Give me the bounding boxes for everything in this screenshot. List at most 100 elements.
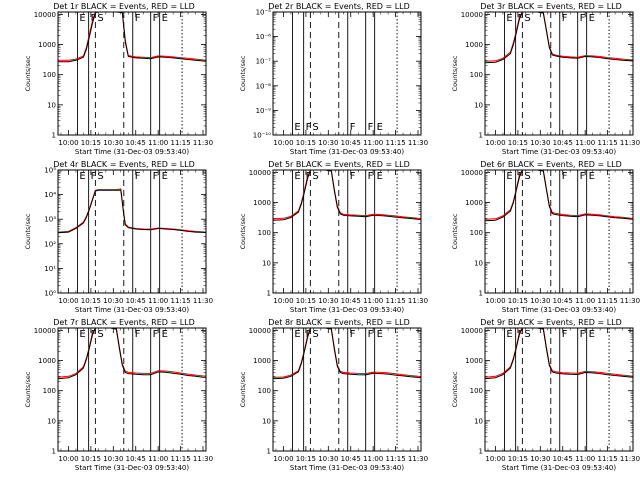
y-axis-label: Counts/sec bbox=[451, 213, 459, 249]
marker-label: F bbox=[562, 171, 568, 182]
x-tick-label: 11:15 bbox=[385, 455, 405, 463]
x-axis-label: Start Time (31-Dec-03 09:53:40) bbox=[502, 306, 616, 314]
y-axis-label: Counts/sec bbox=[451, 371, 459, 407]
series-line-events bbox=[58, 328, 206, 380]
y-tick-label: 10000 bbox=[461, 169, 483, 177]
y-tick-label: 1000 bbox=[38, 41, 56, 49]
y-tick-label: 1 bbox=[267, 448, 271, 456]
y-tick-label: 10 bbox=[474, 417, 483, 425]
y-tick-label: 10⁻⁵ bbox=[256, 9, 272, 17]
x-tick-label: 10:00 bbox=[485, 455, 505, 463]
x-tick-label: 10:00 bbox=[273, 297, 293, 305]
x-tick-label: 10:15 bbox=[81, 297, 101, 305]
panel-title: Det 3r BLACK = Events, RED = LLD bbox=[480, 2, 622, 11]
y-tick-label: 10⁰ bbox=[44, 290, 56, 298]
panel-title: Det 1r BLACK = Events, RED = LLD bbox=[53, 2, 195, 11]
x-tick-label: 10:00 bbox=[58, 139, 78, 147]
y-tick-label: 10⁵ bbox=[44, 167, 56, 175]
y-tick-label: 10 bbox=[262, 259, 271, 267]
x-tick-label: 11:15 bbox=[385, 297, 405, 305]
plot-frame bbox=[272, 169, 422, 294]
x-tick-label: 11:00 bbox=[148, 139, 168, 147]
x-axis-label: Start Time (31-Dec-03 09:53:40) bbox=[75, 464, 189, 472]
x-tick-label: 10:00 bbox=[485, 139, 505, 147]
panel-det-1: Det 1r BLACK = Events, RED = LLD 1 10 100 10… bbox=[24, 2, 213, 156]
marker-label: E bbox=[589, 171, 595, 182]
marker-label: S bbox=[312, 329, 318, 340]
plot-frame bbox=[272, 327, 422, 452]
y-tick-label: 1 bbox=[479, 448, 483, 456]
marker-label: F bbox=[153, 329, 159, 340]
x-tick-label: 11:15 bbox=[597, 297, 617, 305]
y-axis-label: Counts/sec bbox=[239, 55, 247, 91]
x-tick-label: 11:00 bbox=[363, 139, 383, 147]
marker-label: F bbox=[135, 13, 141, 24]
marker-label: F bbox=[518, 13, 524, 24]
y-axis-label: Counts/sec bbox=[451, 55, 459, 91]
y-tick-label: 10000 bbox=[34, 11, 56, 19]
panel-det-5: Det 5r BLACK = Events, RED = LLD 1 10 100 10… bbox=[239, 160, 428, 314]
marker-label: E bbox=[506, 171, 512, 182]
x-tick-label: 10:00 bbox=[273, 139, 293, 147]
marker-label: E bbox=[79, 171, 85, 182]
panel-det-2: Det 2r BLACK = Events, RED = LLD 10⁻¹⁰ 10⁻… bbox=[239, 2, 428, 156]
y-tick-label: 10 bbox=[262, 417, 271, 425]
x-tick-label: 11:30 bbox=[193, 139, 213, 147]
marker-label: E bbox=[377, 171, 383, 182]
series-line-events bbox=[485, 170, 633, 222]
x-tick-label: 10:00 bbox=[58, 455, 78, 463]
x-tick-label: 11:15 bbox=[170, 297, 190, 305]
plot-frame bbox=[57, 11, 207, 136]
x-tick-label: 10:30 bbox=[318, 297, 338, 305]
x-axis-label: Start Time (31-Dec-03 09:53:40) bbox=[290, 306, 404, 314]
marker-label: F bbox=[580, 171, 586, 182]
panel-title: Det 6r BLACK = Events, RED = LLD bbox=[480, 160, 622, 169]
x-tick-label: 11:00 bbox=[148, 455, 168, 463]
marker-label: F bbox=[368, 171, 374, 182]
x-axis-label: Start Time (31-Dec-03 09:53:40) bbox=[75, 306, 189, 314]
y-tick-label: 1000 bbox=[465, 199, 483, 207]
marker-label: E bbox=[506, 13, 512, 24]
x-tick-label: 10:15 bbox=[508, 455, 528, 463]
x-tick-label: 10:45 bbox=[126, 297, 146, 305]
x-tick-label: 10:00 bbox=[58, 297, 78, 305]
x-axis-label: Start Time (31-Dec-03 09:53:40) bbox=[502, 148, 616, 156]
x-tick-label: 10:30 bbox=[103, 455, 123, 463]
plot-frame bbox=[272, 11, 422, 136]
y-tick-label: 100 bbox=[43, 387, 56, 395]
y-axis-label: Counts/sec bbox=[24, 371, 32, 407]
y-tick-label: 10000 bbox=[249, 169, 271, 177]
marker-label: F bbox=[153, 13, 159, 24]
y-tick-label: 10000 bbox=[461, 327, 483, 335]
marker-label: F bbox=[368, 329, 374, 340]
marker-label: E bbox=[79, 13, 85, 24]
panel-title: Det 9r BLACK = Events, RED = LLD bbox=[480, 318, 622, 327]
x-tick-label: 10:45 bbox=[341, 297, 361, 305]
x-tick-label: 10:30 bbox=[530, 139, 550, 147]
plot-frame bbox=[484, 169, 634, 294]
x-tick-label: 10:45 bbox=[553, 139, 573, 147]
y-tick-label: 100 bbox=[470, 387, 483, 395]
marker-label: F bbox=[562, 13, 568, 24]
series-line-events bbox=[273, 328, 421, 380]
x-tick-label: 11:30 bbox=[408, 455, 428, 463]
marker-label: F bbox=[518, 329, 524, 340]
panel-title: Det 4r BLACK = Events, RED = LLD bbox=[53, 160, 195, 169]
y-tick-label: 100 bbox=[43, 71, 56, 79]
x-axis-label: Start Time (31-Dec-03 09:53:40) bbox=[75, 148, 189, 156]
x-tick-label: 10:00 bbox=[485, 297, 505, 305]
series-line-events bbox=[58, 189, 206, 234]
plot-frame bbox=[484, 11, 634, 136]
marker-label: F bbox=[350, 171, 356, 182]
x-tick-label: 10:30 bbox=[318, 455, 338, 463]
panel-det-9: Det 9r BLACK = Events, RED = LLD 1 10 100 10… bbox=[451, 318, 640, 472]
y-tick-label: 10⁻¹⁰ bbox=[253, 132, 271, 140]
y-tick-label: 100 bbox=[258, 229, 271, 237]
y-tick-label: 1 bbox=[52, 132, 56, 140]
y-tick-label: 10³ bbox=[44, 216, 56, 224]
series-line-events bbox=[58, 12, 206, 63]
y-axis-label: Counts/sec bbox=[239, 371, 247, 407]
series-line-events bbox=[273, 170, 421, 221]
y-axis-label: Counts/sec bbox=[24, 55, 32, 91]
